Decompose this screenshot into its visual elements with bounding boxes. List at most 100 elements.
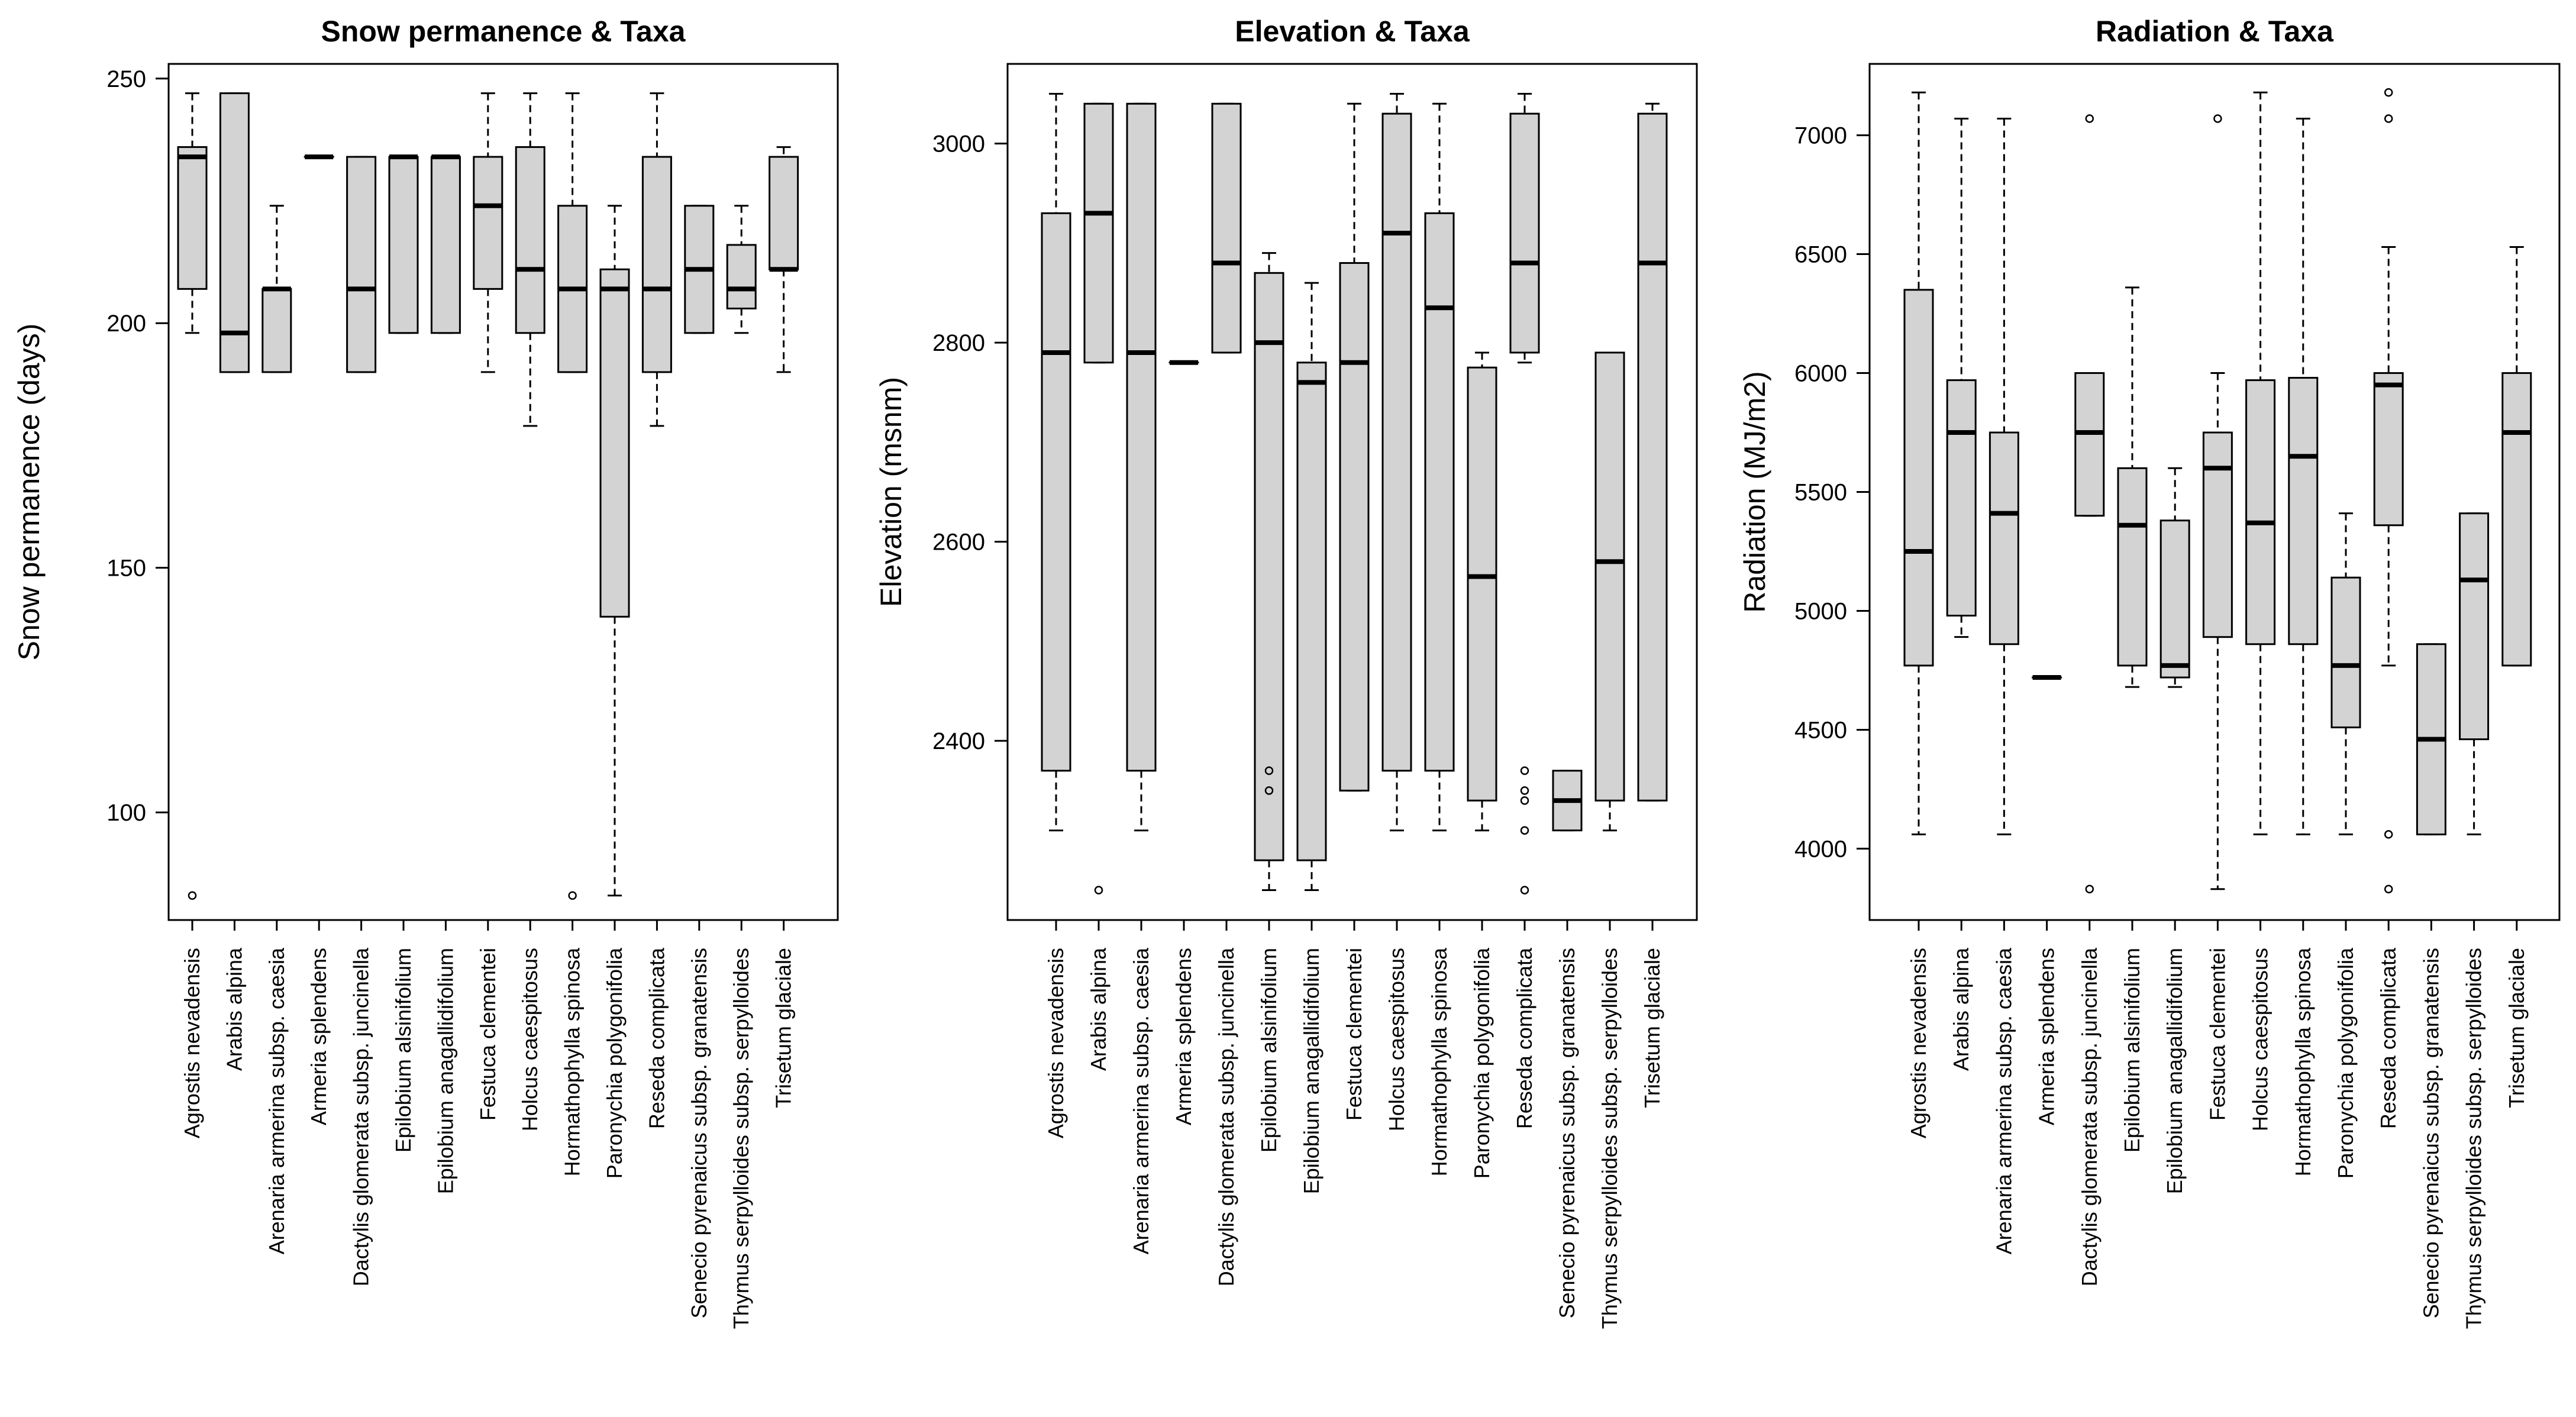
category-label: Dactylis glomerata subsp. juncinella (1214, 947, 1238, 1286)
box-paronychia-polygonifolia (2330, 512, 2361, 835)
box-senecio-pyrenaicus-subsp-granatensis (2416, 643, 2446, 835)
category-label: Dactylis glomerata subsp. juncinella (349, 947, 373, 1286)
iqr-box (1126, 102, 1157, 772)
category-label: Senecio pyrenaicus subsp. granatensis (2419, 948, 2443, 1318)
outlier-point (1264, 786, 1274, 795)
iqr-box (1946, 379, 1977, 617)
y-tick-label: 4000 (1794, 836, 1847, 862)
box-dactylis-glomerata-subsp-juncinella (2074, 114, 2105, 893)
category-label: Festuca clementei (1342, 948, 1366, 1121)
iqr-box (599, 268, 630, 618)
category-label: Epilobium alsinifolium (391, 948, 415, 1153)
box-festuca-clementei (473, 92, 503, 373)
category-label: Reseda complicata (2376, 947, 2400, 1129)
iqr-box (1381, 112, 1412, 772)
y-tick-label: 6500 (1794, 242, 1847, 268)
box-thymus-serpylloides-subsp-serpylloides (2459, 512, 2490, 835)
box-arenaria-armerina-subsp-caesia (262, 205, 292, 373)
outlier-point (1264, 766, 1274, 775)
iqr-box (1254, 272, 1284, 861)
box-reseda-complicata (2373, 88, 2404, 893)
category-label: Epilobium anagallidifolium (2162, 948, 2187, 1194)
box-reseda-complicata (1509, 92, 1540, 895)
box-arabis-alpina (219, 92, 250, 373)
category-label: Holcus caespitosus (518, 948, 542, 1131)
iqr-box (473, 156, 503, 290)
box-agrostis-nevadensis (1903, 91, 1934, 835)
iqr-box (1903, 289, 1934, 667)
box-trisetum-glaciale (769, 146, 799, 373)
box-arabis-alpina (1946, 117, 1977, 638)
box-hormathophylla-spinosa (2288, 117, 2319, 835)
category-label: Hormathophylla spinosa (2291, 947, 2315, 1176)
iqr-box (262, 288, 292, 373)
category-label: Armeria splendens (1171, 948, 1196, 1125)
box-epilobium-anagallidifolium (2159, 467, 2190, 688)
iqr-box (2159, 519, 2190, 679)
y-tick-label: 4500 (1794, 717, 1847, 743)
iqr-box (177, 146, 208, 290)
y-axis-label: Snow permanence (days) (12, 324, 46, 661)
box-dactylis-glomerata-subsp-juncinella (346, 156, 377, 373)
iqr-box (1083, 102, 1114, 364)
category-label: Agrostis nevadensis (1906, 948, 1931, 1138)
category-label: Trisetum glaciale (1640, 948, 1664, 1108)
category-label: Hormathophylla spinosa (1427, 947, 1451, 1176)
box-arenaria-armerina-subsp-caesia (1126, 102, 1157, 832)
outlier-point (1520, 786, 1529, 795)
category-label: Reseda complicata (644, 947, 669, 1129)
outlier-point (568, 891, 577, 900)
box-senecio-pyrenaicus-subsp-granatensis (684, 205, 715, 334)
outlier-point (2384, 830, 2393, 839)
category-label: Armeria splendens (2035, 948, 2059, 1125)
iqr-box (1424, 212, 1455, 772)
category-label: Festuca clementei (476, 948, 500, 1121)
box-dactylis-glomerata-subsp-juncinella (1211, 102, 1242, 354)
y-tick-label: 100 (106, 800, 146, 826)
outlier-point (2085, 885, 2094, 893)
iqr-box (388, 156, 419, 334)
iqr-box (769, 156, 799, 270)
category-label: Arabis alpina (1086, 947, 1111, 1071)
iqr-box (2074, 372, 2105, 517)
iqr-box (219, 92, 250, 373)
y-tick-label: 200 (106, 311, 146, 337)
box-thymus-serpylloides-subsp-serpylloides (726, 205, 757, 334)
box-epilobium-alsinifolium (1254, 252, 1284, 892)
box-trisetum-glaciale (2501, 246, 2532, 667)
category-label: Armeria splendens (306, 948, 331, 1125)
outlier-point (1520, 886, 1529, 895)
category-label: Dactylis glomerata subsp. juncinella (2077, 947, 2102, 1286)
iqr-box (1467, 366, 1497, 802)
category-label: Festuca clementei (2205, 948, 2229, 1121)
iqr-box (2459, 512, 2490, 741)
category-label: Arabis alpina (222, 947, 246, 1071)
category-label: Paronychia polygonifolia (2333, 947, 2358, 1179)
iqr-box (1339, 262, 1370, 792)
y-tick-label: 5000 (1794, 598, 1847, 624)
y-tick-label: 250 (106, 66, 146, 92)
iqr-box (726, 244, 757, 309)
iqr-box (2373, 372, 2404, 527)
category-label: Epilobium alsinifolium (1257, 948, 1281, 1153)
category-label: Trisetum glaciale (771, 948, 796, 1108)
box-trisetum-glaciale (1637, 102, 1668, 802)
y-axis-label: Radiation (MJ/m2) (1738, 371, 1771, 612)
outlier-point (1094, 886, 1103, 895)
category-label: Agrostis nevadensis (1044, 948, 1068, 1138)
category-label: Thymus serpylloides subsp. serpylloides (2462, 948, 2486, 1329)
category-label: Reseda complicata (1512, 947, 1536, 1129)
iqr-box (430, 156, 461, 334)
iqr-box (1594, 351, 1625, 802)
category-label: Arenaria armerina subsp. caesia (1991, 947, 2016, 1254)
outlier-point (2085, 114, 2094, 123)
box-epilobium-anagallidifolium (430, 154, 461, 334)
box-holcus-caespitosus (2245, 91, 2276, 835)
category-label: Trisetum glaciale (2504, 948, 2529, 1108)
panel-3: Radiation & Taxa Radiation (MJ/m2) 4000 450… (1738, 15, 2561, 1329)
box-hormathophylla-spinosa (557, 92, 588, 900)
iqr-box (1041, 212, 1071, 772)
box-paronychia-polygonifolia (1467, 351, 1497, 832)
y-tick-label: 2400 (932, 728, 985, 754)
